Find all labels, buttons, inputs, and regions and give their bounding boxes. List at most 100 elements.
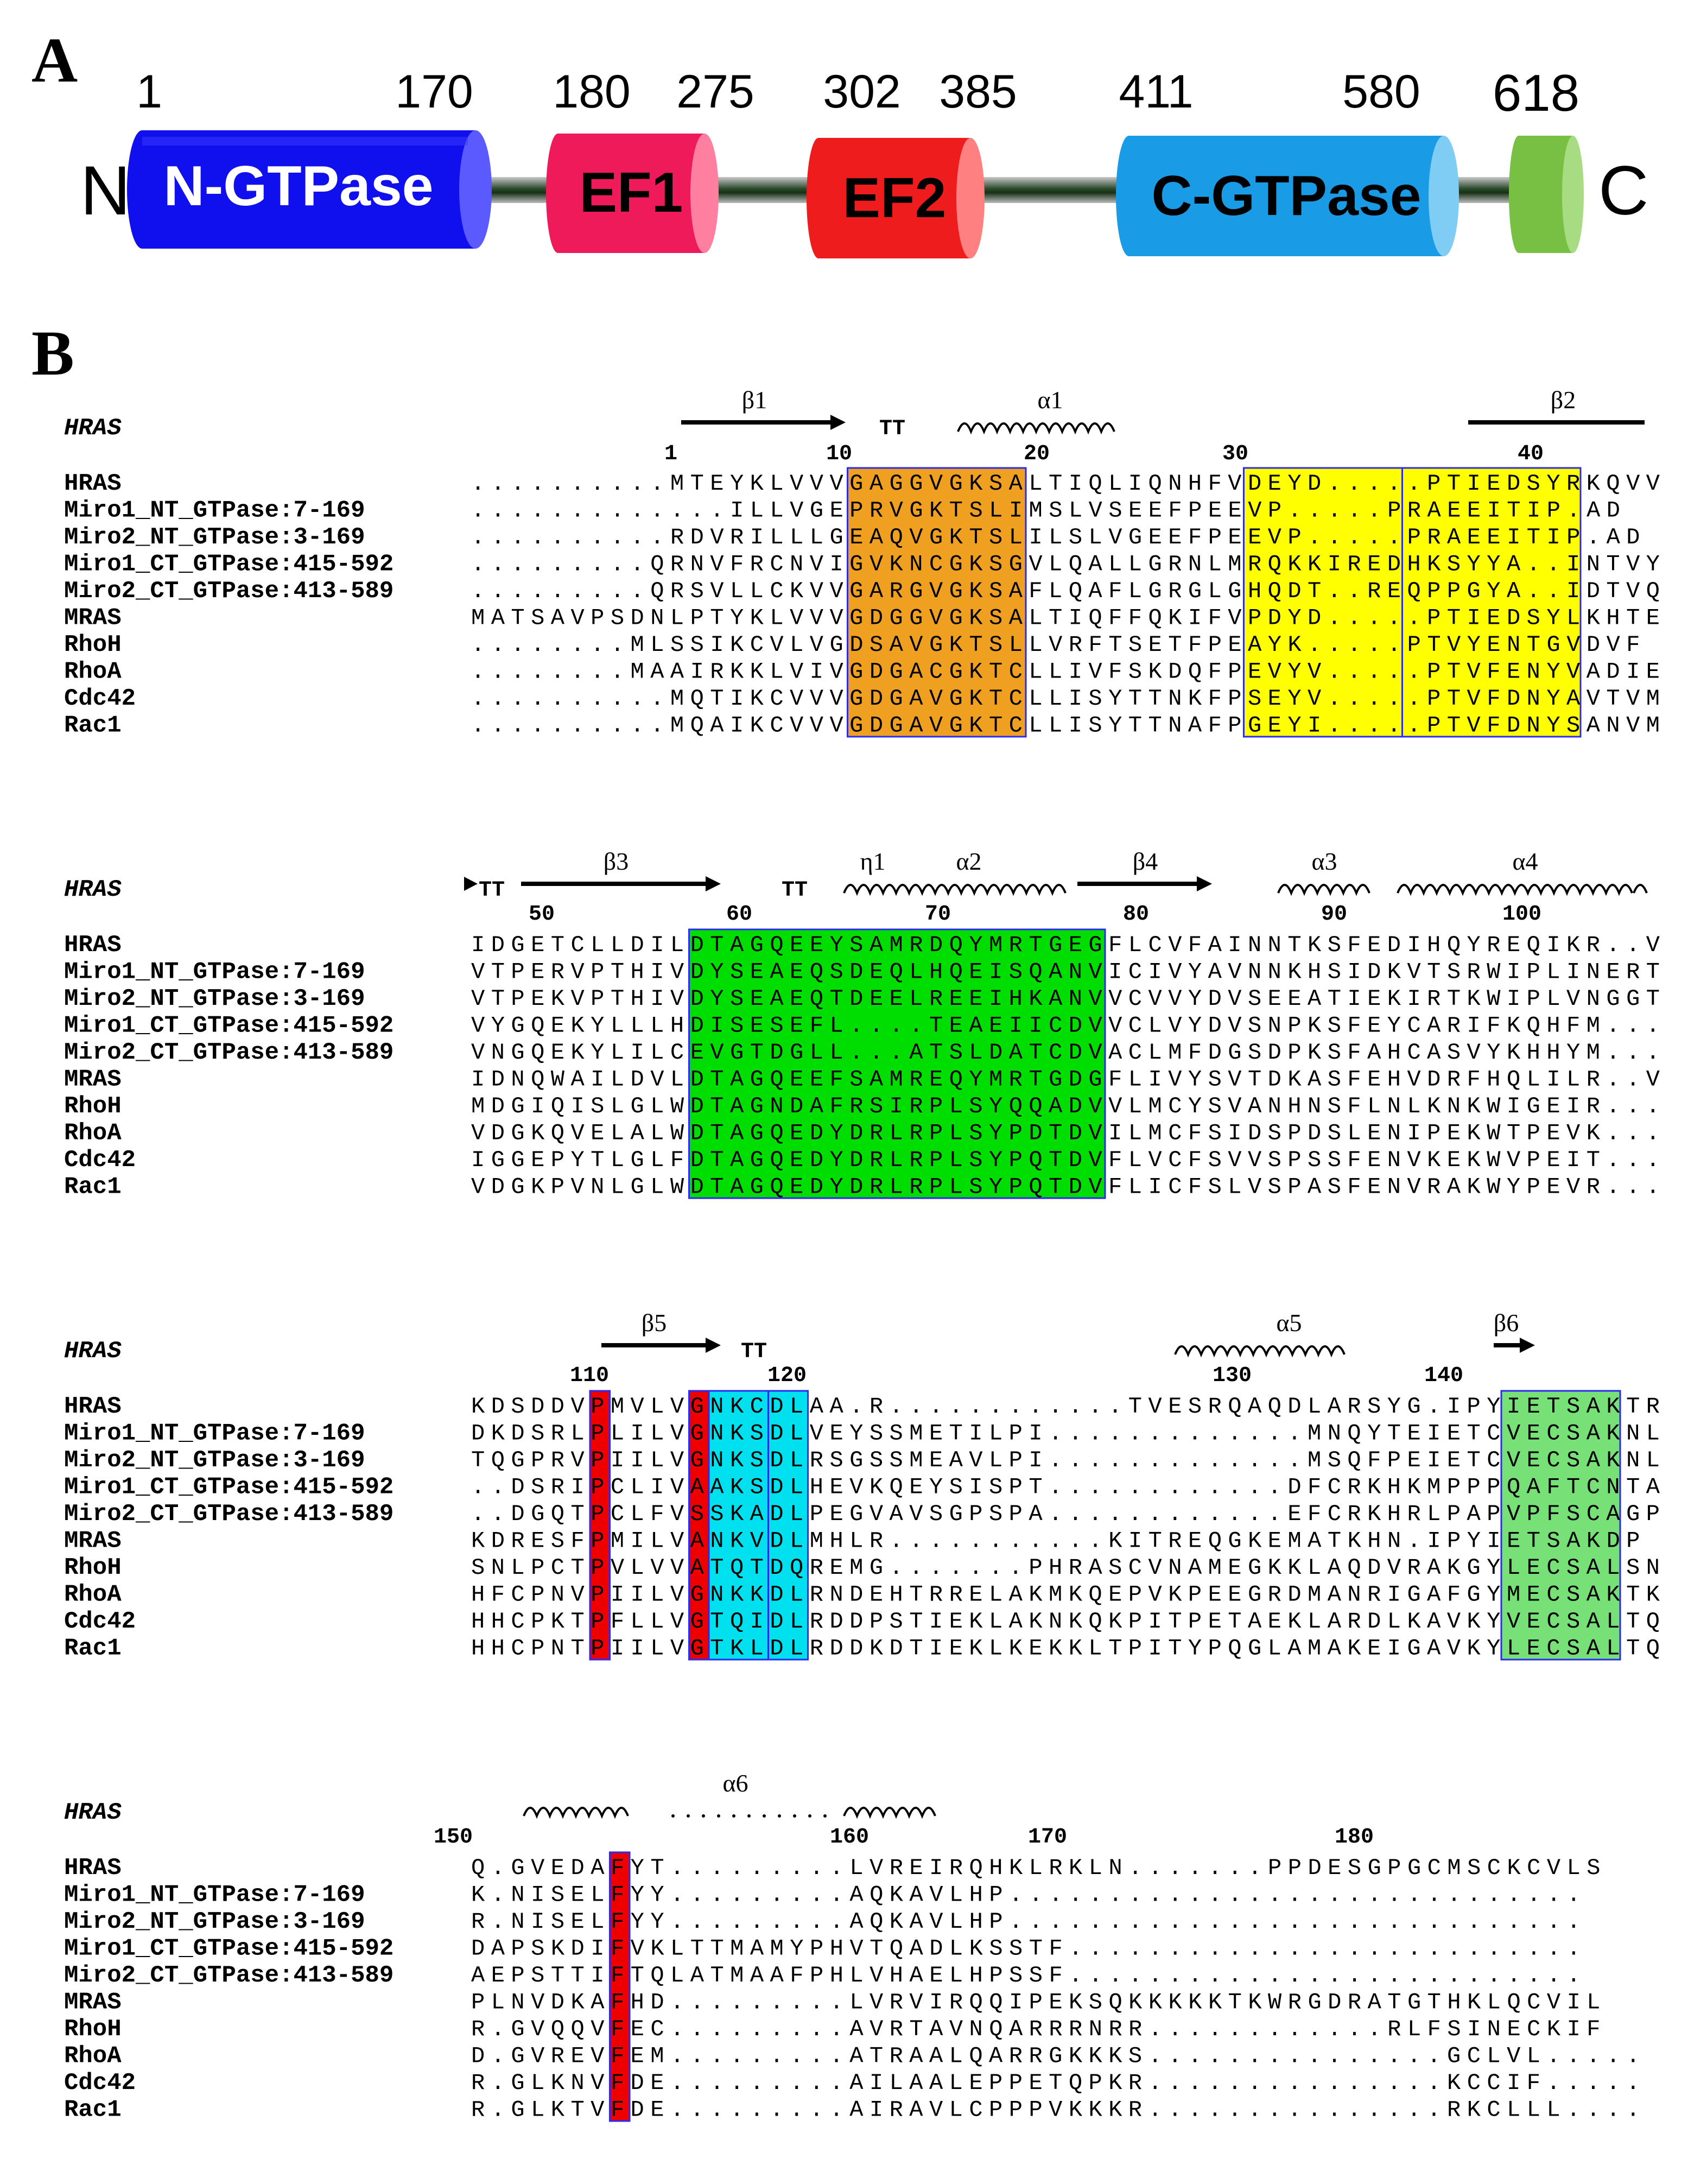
beta5-arrow-icon bbox=[706, 1338, 721, 1353]
domain-c-gtpase: C-GTPase bbox=[1116, 136, 1459, 256]
alpha2-helix-icon bbox=[843, 884, 1067, 896]
n-terminus-label: N bbox=[80, 152, 130, 230]
sequence-residues: SNLPCTPVLVVATQTDQREMG.......PHRASCVNAMEG… bbox=[471, 1555, 1660, 1581]
sequence-name: Miro1_NT_GTPase:7-169 bbox=[64, 1882, 365, 1909]
position-180: 180 bbox=[553, 66, 631, 118]
alpha3-helix-icon bbox=[1277, 884, 1370, 896]
ruler-tick-label: 130 bbox=[1213, 1364, 1252, 1388]
conservation-box bbox=[688, 928, 1106, 1199]
block2-ruler: 50 60 70 80 90 100 bbox=[529, 902, 1541, 927]
block1-ref-label: HRAS bbox=[64, 415, 122, 442]
sequence-residues: HHCPNTPIILVGTKLDLRDDKDTIEKLKEKKLTPITYPQG… bbox=[471, 1636, 1660, 1662]
beta3-arrow-icon bbox=[706, 876, 721, 891]
sequence-name: Miro2_NT_GTPase:3-169 bbox=[64, 985, 365, 1012]
sequence-name: Miro1_NT_GTPase:7-169 bbox=[64, 497, 365, 524]
sequence-residues: R.NISELFYY.........AQKAVLHP.............… bbox=[471, 1909, 1581, 1935]
sequence-residues: K.NISELFYY.........AQKAVLHP.............… bbox=[471, 1882, 1581, 1908]
sequence-name: HRAS bbox=[64, 932, 122, 959]
conservation-highlight bbox=[590, 1391, 610, 1660]
conservation-highlight bbox=[847, 468, 1026, 737]
position-618: 618 bbox=[1493, 64, 1579, 122]
ruler-tick-label: 80 bbox=[1123, 902, 1149, 927]
ss-alpha1: α1 bbox=[1037, 386, 1063, 414]
position-385: 385 bbox=[939, 66, 1017, 118]
block3-ref-label: HRAS bbox=[64, 1338, 122, 1365]
sequence-name: MRAS bbox=[64, 605, 122, 632]
conservation-highlight bbox=[1243, 468, 1403, 737]
position-numbers: 1 170 180 275 302 385 411 580 618 bbox=[136, 64, 1579, 122]
alpha6-helix-icon-1 bbox=[523, 1807, 629, 1819]
sequence-residues: KDRESFPMILVANKVDLMHLR...........KITREQGK… bbox=[471, 1528, 1640, 1554]
ss-alpha2: α2 bbox=[956, 847, 981, 875]
sequence-name: Miro1_CT_GTPase:415-592 bbox=[64, 551, 394, 578]
ruler-tick-label: 10 bbox=[826, 442, 852, 466]
sequence-name: RhoH bbox=[64, 1554, 122, 1581]
ruler-tick-label: 70 bbox=[925, 902, 951, 927]
alignment-block-2: HRAS TT β3 TT η1 α2 β4 α3 α4 50 bbox=[64, 847, 1660, 1201]
ruler-tick-label: 140 bbox=[1424, 1364, 1463, 1388]
sequence-name: HRAS bbox=[64, 470, 122, 497]
sequence-name: RhoH bbox=[64, 631, 122, 659]
conservation-highlight bbox=[610, 1852, 630, 2121]
block3-secondary-structure: β5 TT α5 β6 bbox=[601, 1309, 1535, 1364]
ruler-tick-label: 90 bbox=[1321, 902, 1347, 927]
sequence-name: Miro2_NT_GTPase:3-169 bbox=[64, 524, 365, 551]
ss-alpha4: α4 bbox=[1512, 847, 1538, 875]
position-275: 275 bbox=[676, 66, 754, 118]
block1-secondary-structure: β1 TT α1 β2 bbox=[681, 386, 1645, 441]
domain-label-n-gtpase: N-GTPase bbox=[163, 155, 433, 218]
ruler-tick-label: 30 bbox=[1222, 442, 1248, 466]
sequence-name: Miro2_CT_GTPase:413-589 bbox=[64, 578, 394, 605]
sequence-name: Miro2_CT_GTPase:413-589 bbox=[64, 1962, 394, 1989]
sequence-name: Rac1 bbox=[64, 1635, 122, 1662]
domain-label-c-gtpase: C-GTPase bbox=[1151, 164, 1421, 227]
sequence-name: Rac1 bbox=[64, 712, 122, 739]
ruler-tick-label: 60 bbox=[726, 902, 752, 927]
block4-ref-label: HRAS bbox=[64, 1799, 122, 1826]
sequence-name: HRAS bbox=[64, 1854, 122, 1882]
ss-alpha5: α5 bbox=[1276, 1309, 1302, 1337]
ss-alpha6: α6 bbox=[722, 1769, 748, 1797]
panel-a-letter: A bbox=[31, 24, 78, 96]
sequence-name: Miro2_NT_GTPase:3-169 bbox=[64, 1447, 365, 1474]
sequence-name: MRAS bbox=[64, 1528, 122, 1555]
ss-eta1: η1 bbox=[860, 847, 885, 875]
beta6-arrow-icon bbox=[1520, 1338, 1535, 1353]
panel-b-letter: B bbox=[31, 318, 74, 389]
ruler-tick-label: 180 bbox=[1335, 1825, 1374, 1850]
conservation-highlight bbox=[768, 1391, 808, 1660]
sequence-name: RhoA bbox=[64, 1581, 122, 1609]
alignment-block-1: HRAS β1 TT α1 β2 1 10 20 30 40 HRAS.....… bbox=[64, 386, 1660, 739]
turn-tt: TT bbox=[879, 417, 905, 441]
sequence-name: RhoA bbox=[64, 659, 122, 686]
ruler-tick-label: 40 bbox=[1518, 442, 1544, 466]
alpha6-helix-icon-2 bbox=[843, 1807, 936, 1819]
conservation-highlight bbox=[1402, 468, 1581, 737]
sequence-name: Miro1_CT_GTPase:415-592 bbox=[64, 1935, 394, 1963]
sequence-residues: HHCPKTPFLLVGTQIDLRDDPSTIEKLAKNKQKPITPETA… bbox=[471, 1609, 1660, 1635]
sequence-name: RhoH bbox=[64, 2016, 122, 2043]
conservation-box bbox=[589, 1390, 611, 1661]
sequence-name: Miro1_CT_GTPase:415-592 bbox=[64, 1012, 394, 1040]
sequence-name: Cdc42 bbox=[64, 685, 136, 712]
block4-rows: HRAS Q.GVEDAFYT.........LVREIRQHKLRKLN...… bbox=[64, 1851, 1640, 2124]
sequence-name: Miro2_CT_GTPase:413-589 bbox=[64, 1501, 394, 1528]
sequence-residues: D.GVREVFEM.........ATRAALQARRGKKKS......… bbox=[471, 2043, 1640, 2069]
sequence-residues: PLNVDKAFHD.........LVRVIRQQIPEKSQKKKKKTK… bbox=[471, 1990, 1601, 2016]
linker-3 bbox=[972, 177, 1118, 203]
domain-c-terminal bbox=[1509, 136, 1584, 253]
sequence-name: MRAS bbox=[64, 1066, 122, 1093]
conservation-box bbox=[1401, 467, 1582, 738]
position-302: 302 bbox=[823, 66, 901, 118]
ss-beta2: β2 bbox=[1551, 386, 1576, 414]
sequence-name: Cdc42 bbox=[64, 1608, 136, 1635]
block4-ruler: 150 160 170 180 bbox=[434, 1825, 1374, 1850]
alpha5-helix-icon bbox=[1174, 1345, 1346, 1358]
block3-rows: HRAS KDSDDVPMVLVGNKCDLAA.R............TVE… bbox=[64, 1390, 1660, 1662]
conservation-box bbox=[1500, 1390, 1621, 1661]
ruler-tick-label: 50 bbox=[529, 902, 555, 927]
sequence-residues: ..DSRIPCLIVAAKSDLHEVKQEYSISPT...........… bbox=[471, 1474, 1660, 1501]
position-411: 411 bbox=[1119, 66, 1193, 118]
panel-a: A 1 170 180 275 302 385 411 580 618 N C bbox=[31, 24, 1648, 258]
